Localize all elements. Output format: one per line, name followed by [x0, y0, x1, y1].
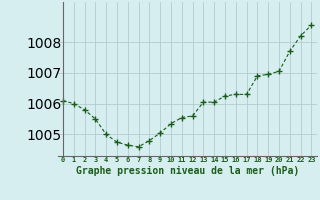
X-axis label: Graphe pression niveau de la mer (hPa): Graphe pression niveau de la mer (hPa) [76, 166, 299, 176]
